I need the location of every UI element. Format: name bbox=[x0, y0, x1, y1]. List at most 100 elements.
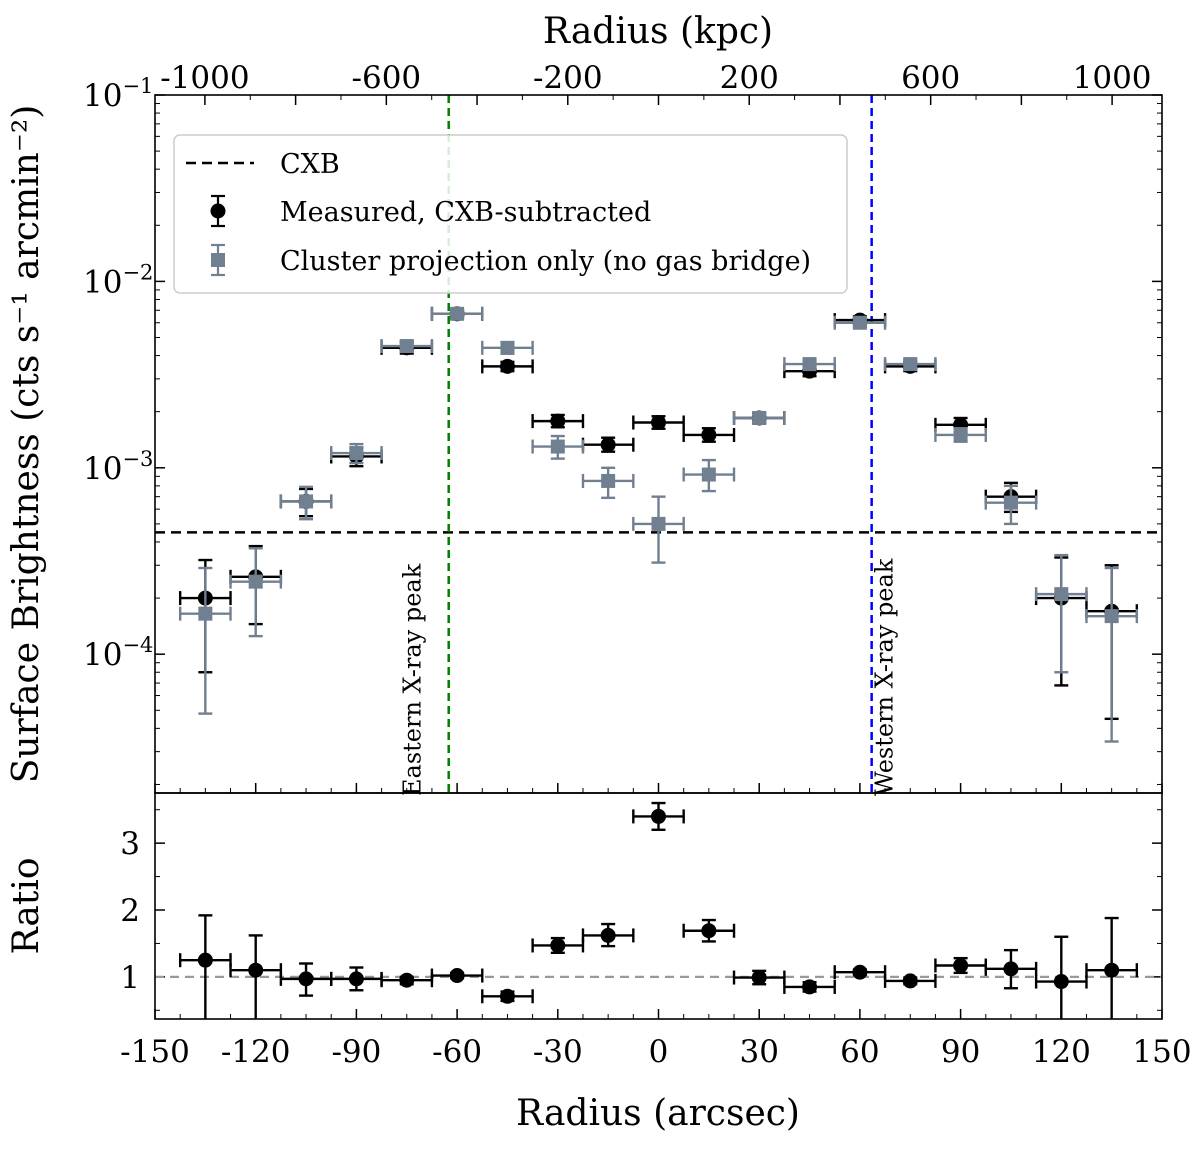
measured-point bbox=[581, 436, 635, 453]
ratio-point bbox=[1085, 916, 1139, 1019]
point-marker bbox=[852, 964, 868, 980]
y-tick-label-upper: 10−3 bbox=[83, 447, 153, 487]
top-tick-label: -600 bbox=[352, 60, 422, 96]
point-marker bbox=[299, 494, 314, 509]
y-tick-label-lower: 2 bbox=[120, 893, 140, 929]
point-marker bbox=[752, 410, 767, 425]
point-marker bbox=[1104, 962, 1120, 978]
point-marker bbox=[1053, 974, 1069, 990]
point-marker bbox=[903, 357, 918, 372]
ratio-point bbox=[481, 988, 534, 1004]
point-marker bbox=[499, 988, 515, 1004]
point-marker bbox=[852, 315, 867, 330]
projection-point bbox=[1085, 566, 1139, 743]
measured-point bbox=[682, 427, 736, 443]
legend-entry-measured: Measured, CXB-subtracted bbox=[280, 197, 651, 228]
point-marker bbox=[802, 979, 818, 995]
projection-point bbox=[330, 442, 383, 465]
point-marker bbox=[701, 427, 717, 443]
legend-projection-swatch bbox=[211, 243, 225, 277]
top-tick-label: -1000 bbox=[160, 60, 249, 96]
ratio-point bbox=[581, 922, 635, 948]
western-peak-label: Western X-ray peak bbox=[871, 558, 899, 796]
point-marker bbox=[651, 808, 666, 824]
point-marker bbox=[651, 414, 666, 430]
point-marker bbox=[298, 971, 314, 987]
ratio-point bbox=[833, 964, 887, 980]
legend: CXB Measured, CXB-subtracted Cluster pro… bbox=[173, 134, 848, 294]
top-tick-label: 200 bbox=[720, 60, 779, 96]
point-marker bbox=[600, 927, 616, 943]
point-marker bbox=[550, 439, 565, 454]
projection-point bbox=[430, 306, 484, 321]
x-tick-label: 120 bbox=[1032, 1034, 1091, 1070]
point-marker bbox=[248, 962, 264, 978]
eastern-peak-label: Eastern X-ray peak bbox=[399, 563, 427, 796]
projection-point bbox=[984, 484, 1038, 526]
x-tick-label: 30 bbox=[739, 1034, 778, 1070]
lower-panel-frame bbox=[154, 792, 1163, 1020]
ratio-point bbox=[430, 968, 484, 984]
ratio-point bbox=[279, 962, 333, 997]
x-tick-label: -30 bbox=[533, 1034, 583, 1070]
measured-point bbox=[531, 413, 585, 429]
point-marker bbox=[450, 306, 465, 321]
point-marker bbox=[600, 437, 616, 453]
point-marker bbox=[1003, 961, 1019, 977]
measured-point bbox=[481, 358, 534, 374]
x-tick-label: -120 bbox=[221, 1034, 291, 1070]
point-marker bbox=[399, 972, 415, 988]
data-layer: Eastern X-ray peak Western X-ray peak bbox=[155, 95, 1162, 1019]
projection-point bbox=[833, 315, 887, 330]
ratio-point bbox=[380, 972, 434, 988]
y-tick-label-upper: 10−4 bbox=[83, 633, 153, 673]
ratio-point bbox=[984, 948, 1038, 990]
point-marker bbox=[902, 973, 918, 989]
point-marker bbox=[953, 958, 969, 974]
upper-y-axis-title: Surface Brightness (cts s⁻¹ arcmin⁻²) bbox=[6, 105, 47, 784]
y-tick-label-lower: 3 bbox=[120, 826, 140, 862]
projection-point bbox=[481, 340, 534, 355]
point-marker bbox=[751, 970, 767, 986]
legend-box bbox=[173, 134, 848, 294]
ratio-point bbox=[330, 966, 383, 992]
projection-point bbox=[279, 485, 333, 521]
ratio-point bbox=[1034, 935, 1088, 1019]
point-marker bbox=[197, 952, 213, 968]
point-marker bbox=[651, 516, 666, 531]
projection-point bbox=[581, 466, 635, 500]
point-marker bbox=[198, 606, 213, 621]
ratio-point bbox=[531, 936, 585, 955]
point-marker bbox=[1054, 587, 1069, 602]
point-marker bbox=[1003, 495, 1018, 510]
point-marker bbox=[550, 413, 566, 429]
x-tick-label: -60 bbox=[432, 1034, 482, 1070]
projection-point bbox=[229, 547, 283, 638]
projection-point bbox=[783, 357, 836, 372]
point-marker bbox=[449, 968, 465, 984]
x-tick-label: 90 bbox=[941, 1034, 980, 1070]
ratio-point bbox=[229, 934, 283, 1019]
point-marker bbox=[601, 473, 616, 488]
lower-y-axis-title: Ratio bbox=[6, 857, 47, 954]
point-marker bbox=[550, 937, 566, 953]
projection-point bbox=[883, 357, 937, 372]
projection-point bbox=[682, 458, 736, 493]
point-marker bbox=[248, 574, 263, 589]
ratio-point bbox=[732, 969, 786, 986]
ratio-point bbox=[178, 914, 232, 1019]
point-marker bbox=[701, 923, 717, 939]
y-tick-label-lower: 1 bbox=[120, 960, 140, 996]
legend-entry-cxb: CXB bbox=[280, 149, 340, 180]
x-tick-label: 0 bbox=[649, 1034, 669, 1070]
point-marker bbox=[399, 339, 414, 354]
point-marker bbox=[802, 357, 817, 372]
legend-measured-swatch bbox=[210, 194, 226, 228]
projection-point bbox=[732, 410, 786, 425]
bottom-axis-title: Radius (arcsec) bbox=[516, 1093, 800, 1134]
ratio-point bbox=[883, 973, 937, 989]
point-marker bbox=[701, 467, 716, 482]
ratio-point bbox=[632, 801, 685, 831]
projection-point bbox=[934, 427, 987, 443]
